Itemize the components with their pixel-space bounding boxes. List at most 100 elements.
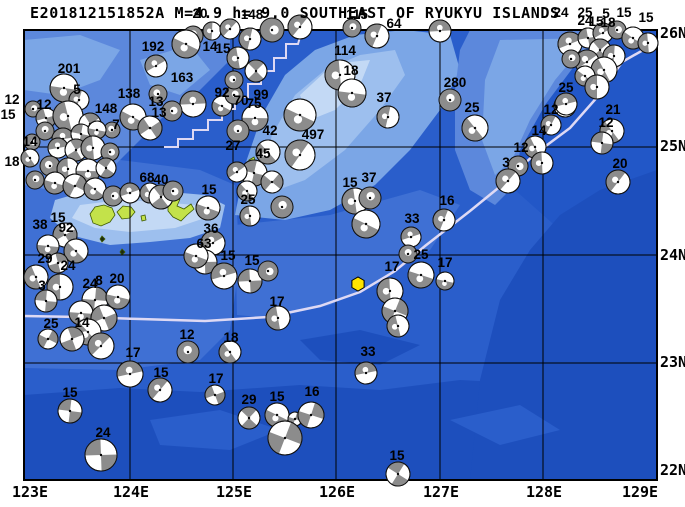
focal-mechanism [237, 268, 263, 294]
depth-label: 148 [241, 7, 264, 22]
depth-label: 280 [444, 75, 467, 90]
focal-mechanism [351, 209, 381, 239]
focal-mechanism [364, 23, 390, 49]
depth-label: 12 [598, 115, 613, 130]
depth-label: 17 [269, 294, 284, 309]
depth-label: 15 [0, 107, 16, 122]
focal-mechanism [398, 244, 418, 264]
focal-mechanism [36, 234, 60, 258]
depth-label: 5 [602, 6, 610, 21]
depth-label: 15 [389, 448, 405, 463]
depth-label: 15 [201, 182, 217, 197]
bathymetry-patch [450, 405, 560, 445]
lat-axis-label: 25N [660, 137, 685, 155]
focal-mechanism [238, 27, 262, 51]
focal-mechanism [354, 361, 378, 385]
depth-label: 20 [612, 156, 627, 171]
focal-mechanism [265, 305, 291, 331]
depth-label: 15 [220, 248, 236, 263]
focal-mechanism [260, 170, 284, 194]
depth-label: 25 [577, 5, 593, 20]
focal-mechanism [84, 438, 118, 472]
depth-label: 17 [208, 371, 223, 386]
focal-mechanism [342, 18, 362, 38]
lon-axis-label: 129E [622, 483, 658, 501]
focal-mechanism [80, 135, 106, 161]
focal-mechanism [267, 420, 303, 456]
depth-label: 497 [302, 127, 325, 142]
focal-mechanism [23, 264, 49, 290]
focal-mechanism [34, 289, 58, 313]
epicenter-marker [351, 276, 365, 292]
island [119, 248, 126, 256]
depth-label: 15 [215, 41, 231, 56]
focal-mechanism [144, 54, 168, 78]
focal-mechanism [202, 21, 222, 41]
focal-mechanism [244, 59, 268, 83]
lon-axis-label: 123E [12, 483, 48, 501]
focal-mechanism [270, 195, 294, 219]
depth-label: 8 [95, 273, 103, 288]
depth-label: 27 [225, 138, 240, 153]
depth-label: 36 [203, 221, 219, 236]
depth-label: 18 [223, 330, 239, 345]
bathymetry-patch [470, 170, 657, 480]
depth-label: 25 [240, 192, 256, 207]
focal-mechanism [461, 114, 489, 142]
bathymetry-patch [235, 190, 460, 318]
depth-label: 15 [638, 10, 654, 25]
focal-mechanism [358, 186, 382, 210]
focal-mechanism [283, 98, 317, 132]
focal-mechanism [161, 100, 183, 122]
focal-mechanism [37, 328, 59, 350]
focal-mechanism [105, 284, 131, 310]
depth-label: 18 [343, 63, 359, 78]
focal-mechanism [376, 277, 404, 305]
depth-label: 17 [384, 259, 399, 274]
lat-axis-label: 22N [660, 461, 685, 479]
focal-mechanism [561, 49, 581, 69]
focal-mechanism [523, 135, 547, 159]
depth-label: 18 [4, 154, 20, 169]
focal-mechanism [257, 260, 279, 282]
depth-label: 63 [196, 236, 212, 251]
focal-mechanism [239, 205, 261, 227]
depth-label: 148 [95, 101, 118, 116]
depth-label: 15 [62, 385, 78, 400]
depth-label: 21 [605, 102, 621, 117]
focal-mechanism [47, 252, 69, 274]
lon-axis-label: 126E [319, 483, 355, 501]
lon-axis-label: 124E [113, 483, 149, 501]
focal-mechanism [337, 78, 367, 108]
depth-label: 12 [36, 97, 51, 112]
depth-label: 13 [148, 94, 164, 109]
focal-mechanism [605, 169, 631, 195]
focal-mechanism [554, 92, 578, 116]
depth-label: 14 [74, 315, 90, 330]
depth-label: 37 [376, 90, 391, 105]
focal-mechanism [211, 95, 233, 117]
bathymetry-patch [300, 330, 420, 365]
depth-label: 33 [360, 344, 376, 359]
focal-mechanism [119, 182, 141, 204]
depth-label: 20 [192, 6, 207, 21]
depth-label: 25 [464, 100, 480, 115]
depth-label: 17 [125, 345, 140, 360]
focal-mechanism [52, 100, 84, 132]
focal-mechanism [297, 401, 325, 429]
map-title: E201812151852A M=4.9 h= 9.0 SOUTHEAST OF… [30, 4, 560, 22]
lat-axis-label: 24N [660, 246, 685, 264]
focal-mechanism [435, 271, 455, 291]
depth-label: 15 [269, 389, 285, 404]
focal-mechanism [400, 226, 422, 248]
focal-mechanism [590, 131, 614, 155]
lon-axis-label: 128E [526, 483, 562, 501]
focal-mechanism [224, 70, 244, 90]
depth-label: 7 [112, 117, 120, 132]
depth-label: 25 [413, 247, 429, 262]
depth-label: 13 [151, 105, 167, 120]
focal-mechanism [218, 340, 242, 364]
focal-mechanism [226, 46, 250, 70]
depth-label: 29 [241, 392, 256, 407]
